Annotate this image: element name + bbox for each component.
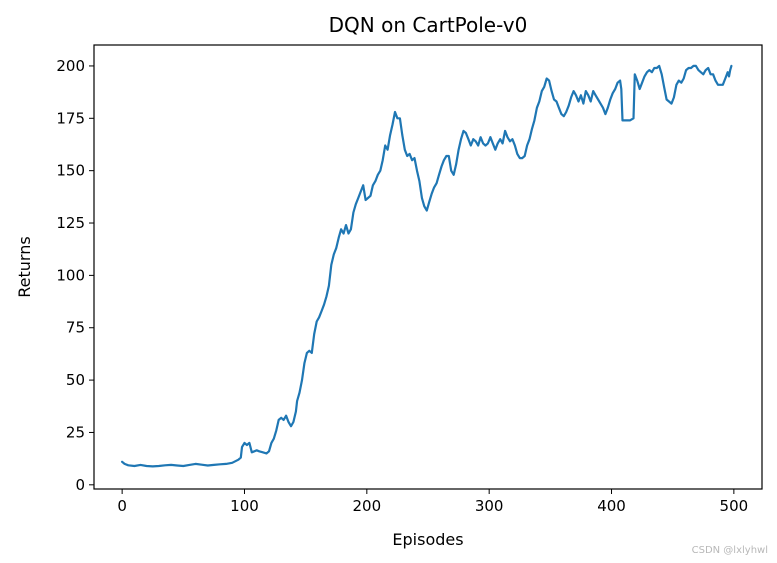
plot-frame <box>93 44 763 490</box>
y-tick-label: 125 <box>56 214 85 232</box>
y-tick-label: 175 <box>56 109 85 127</box>
x-tick-label: 400 <box>597 497 626 515</box>
y-axis-label: Returns <box>15 236 34 297</box>
y-axis: 0 25 50 75 100 125 150 175 200 <box>56 57 94 494</box>
plot-area: 0 100 200 300 400 500 0 25 50 75 100 125 150 175 200 <box>56 44 763 515</box>
y-tick-label: 25 <box>66 423 85 441</box>
x-tick-label: 100 <box>230 497 259 515</box>
x-axis-label: Episodes <box>392 530 463 549</box>
y-tick-label: 75 <box>66 319 85 337</box>
series-line <box>121 64 733 468</box>
series-layer <box>121 64 733 468</box>
y-tick-label: 50 <box>66 371 85 389</box>
y-tick-label: 200 <box>56 57 85 75</box>
x-tick-label: 200 <box>353 497 382 515</box>
y-tick-label: 150 <box>56 162 85 180</box>
x-axis: 0 100 200 300 400 500 <box>117 489 748 515</box>
chart-title: DQN on CartPole-v0 <box>329 13 528 37</box>
x-tick-label: 300 <box>475 497 504 515</box>
x-tick-label: 0 <box>117 497 127 515</box>
y-tick-label: 100 <box>56 266 85 284</box>
watermark-text: CSDN @lxlyhwl <box>692 545 768 556</box>
x-tick-label: 500 <box>720 497 749 515</box>
y-tick-label: 0 <box>75 476 85 494</box>
